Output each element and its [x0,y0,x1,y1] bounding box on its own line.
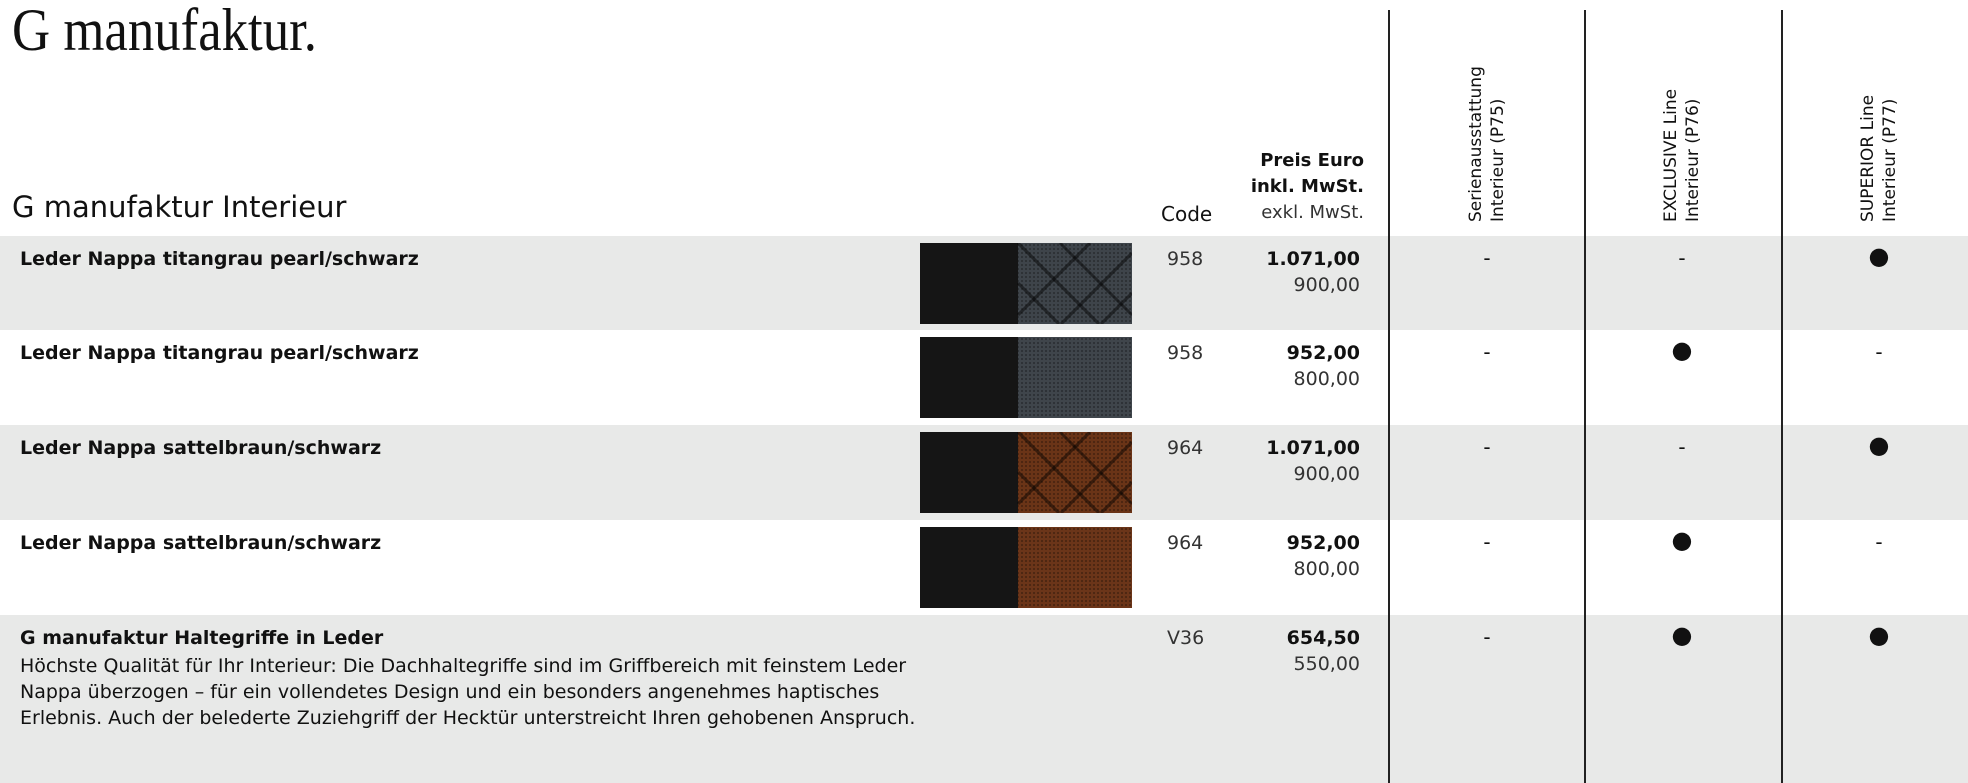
item-name: Leder Nappa titangrau pearl/schwarz [20,248,419,270]
availability-mark: - [1875,530,1883,554]
table-row: Leder Nappa sattelbraun/schwarz 964 1.071,… [0,425,1968,520]
price-excl: 800,00 [1293,558,1360,580]
swatch-image [920,527,1132,608]
code-header: Code [1161,202,1213,226]
table-row: Leder Nappa titangrau pearl/schwarz 958 1.… [0,236,1968,330]
availability-mark: - [1483,340,1491,364]
item-code: 964 [1167,532,1204,554]
table-row: Leder Nappa titangrau pearl/schwarz 958 95… [0,330,1968,425]
price-incl: 952,00 [1286,342,1360,364]
price-header-line: inkl. MwSt. [1250,176,1364,197]
item-code: 958 [1167,342,1204,364]
material-swatch [920,337,1132,418]
availability-mark: - [1483,246,1491,270]
price-excl: 550,00 [1293,653,1360,675]
column-header-line: EXCLUSIVE Line [1661,88,1681,222]
item-name: G manufaktur Haltegriffe in Leder [20,627,384,649]
price-incl: 654,50 [1286,627,1360,649]
price-incl: 1.071,00 [1266,437,1360,459]
availability-mark: ● [1671,621,1693,649]
item-description: Höchste Qualität für Ihr Interieur: Die … [20,655,916,729]
column-header-line: SUPERIOR Line [1858,94,1878,222]
item-code: V36 [1167,627,1205,649]
availability-mark: - [1678,246,1686,270]
price-incl: 1.071,00 [1266,248,1360,270]
item-name: Leder Nappa sattelbraun/schwarz [20,437,382,459]
price-excl: 800,00 [1293,368,1360,390]
item-code: 964 [1167,437,1204,459]
availability-mark: - [1483,625,1491,649]
column-divider [1781,10,1783,783]
availability-mark: - [1678,435,1686,459]
column-header: EXCLUSIVE Line Interieur (P76) [1660,89,1704,222]
table-row: Leder Nappa sattelbraun/schwarz 964 952,00… [0,520,1968,615]
material-swatch [920,527,1132,608]
page-title: G manufaktur. [12,0,318,63]
price-excl: 900,00 [1293,274,1360,296]
item-name: Leder Nappa sattelbraun/schwarz [20,532,382,554]
swatch-image [920,337,1132,418]
section-title: G manufaktur Interieur [12,190,347,224]
availability-mark: ● [1671,526,1693,554]
material-swatch [920,430,1134,515]
column-header: Serienausstattung Interieur (P75) [1465,66,1509,222]
price-header-line: exkl. MwSt. [1261,202,1364,223]
column-header-line: Serienausstattung [1466,66,1486,222]
item-code: 958 [1167,248,1204,270]
price-excl: 900,00 [1293,463,1360,485]
swatch-image [920,241,1134,326]
swatch-image [920,430,1134,515]
price-header-line: Preis Euro [1260,150,1364,171]
availability-mark: ● [1671,336,1693,364]
availability-mark: ● [1868,242,1890,270]
table-row: G manufaktur Haltegriffe in Leder Höchste… [0,615,1968,783]
column-header: SUPERIOR Line Interieur (P77) [1857,95,1901,222]
price-header: Preis Euro inkl. MwSt. exkl. MwSt. [1251,148,1364,226]
price-incl: 952,00 [1286,532,1360,554]
column-divider [1388,10,1390,783]
column-header-line: Interieur (P77) [1880,98,1900,222]
availability-mark: - [1875,340,1883,364]
availability-mark: - [1483,530,1491,554]
availability-mark: ● [1868,621,1890,649]
availability-mark: - [1483,435,1491,459]
availability-mark: ● [1868,431,1890,459]
column-header-line: Interieur (P75) [1488,98,1508,222]
column-divider [1584,10,1586,783]
item-name: Leder Nappa titangrau pearl/schwarz [20,342,419,364]
material-swatch [920,241,1134,326]
column-header-line: Interieur (P76) [1683,98,1703,222]
